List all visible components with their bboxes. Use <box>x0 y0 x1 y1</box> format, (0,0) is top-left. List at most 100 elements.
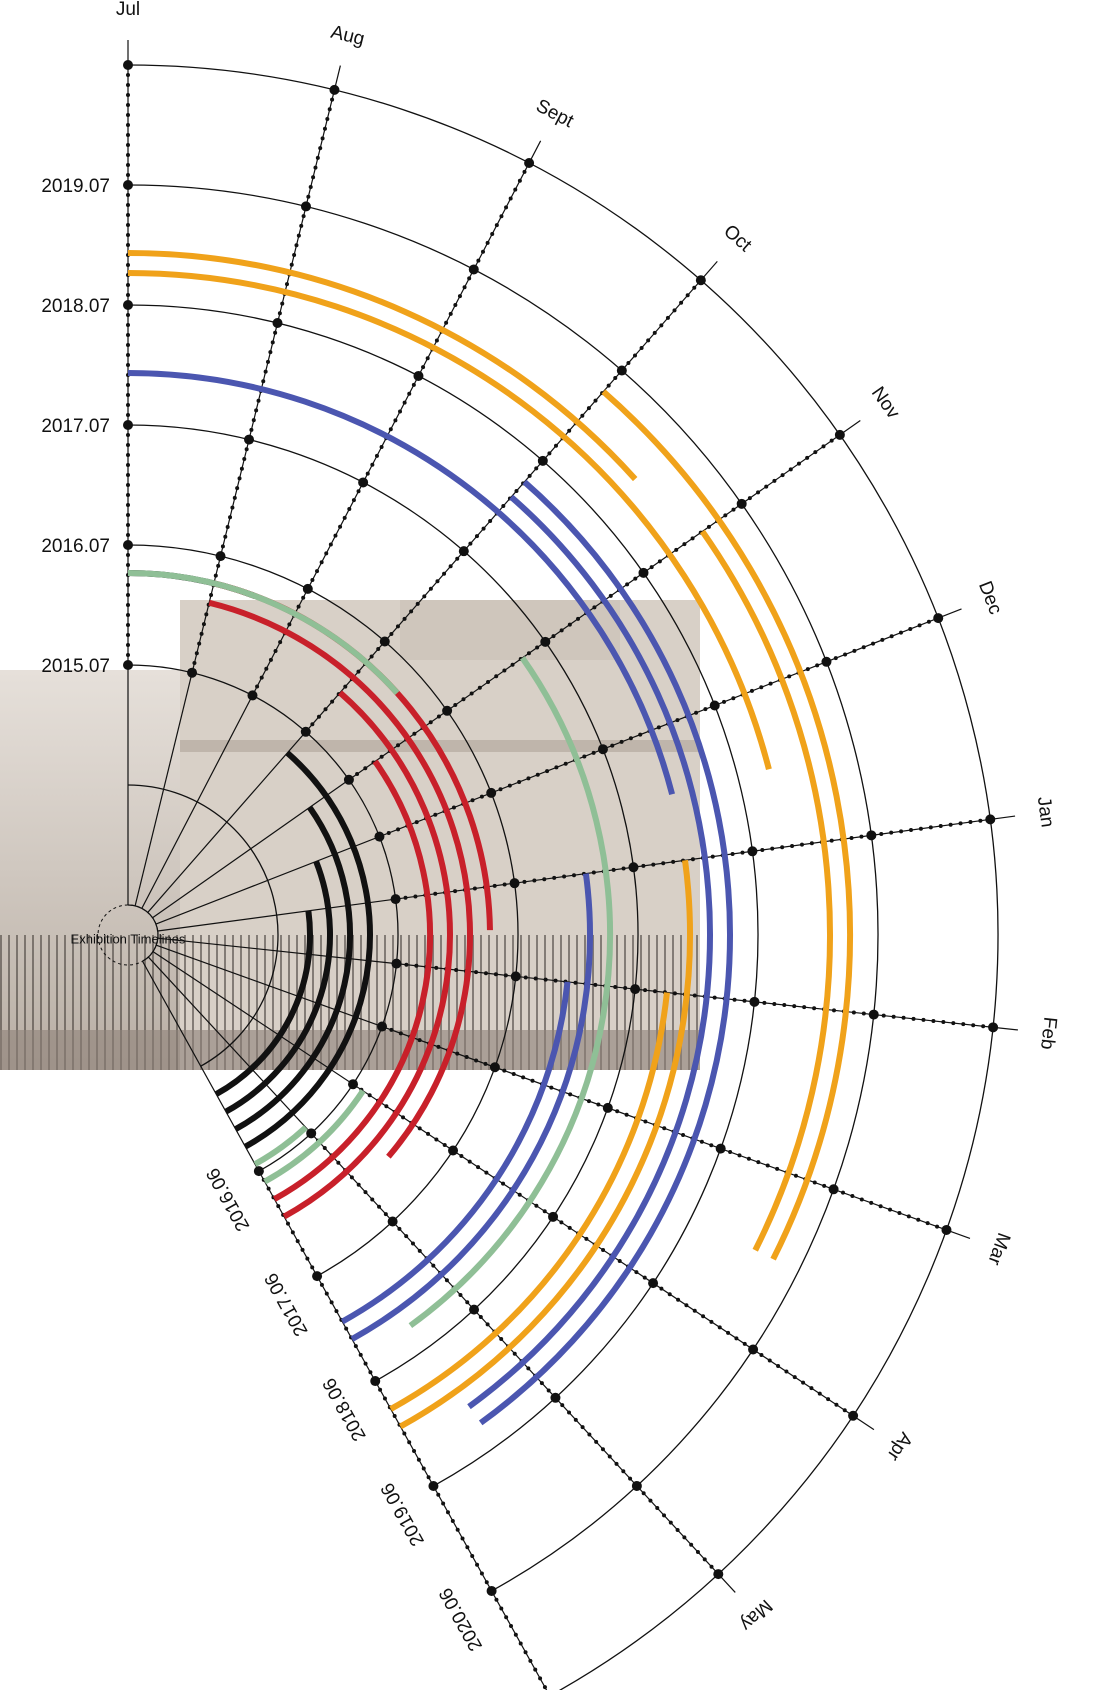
month-tick-dot <box>457 294 462 299</box>
month-tick-dot <box>486 680 491 685</box>
month-tick-dot <box>606 383 611 388</box>
month-tick-dot <box>382 639 387 644</box>
month-tick-dot <box>294 243 299 248</box>
month-tick-dot <box>414 820 419 825</box>
month-tick-dot <box>485 240 490 245</box>
month-tick-dot <box>628 736 633 741</box>
month-tick-dot <box>315 569 320 574</box>
month-tick-dot <box>731 696 736 701</box>
month-tick-dot <box>535 772 540 777</box>
month-tick-dot <box>626 361 631 366</box>
month-tick-dot <box>433 891 438 896</box>
month-tick-dot <box>504 1615 509 1620</box>
month-tick-dot <box>295 1239 300 1244</box>
month-tick-dot <box>850 1194 855 1199</box>
month-tick-dot <box>126 73 130 77</box>
month-tick-dot <box>394 961 399 966</box>
month-tick-dot <box>749 688 754 693</box>
month-tick-dot <box>310 722 315 727</box>
month-tick-dot <box>126 283 130 287</box>
month-tick-dot <box>277 311 282 316</box>
month-tick-dot <box>533 976 538 981</box>
month-tick-dot <box>412 1449 417 1454</box>
month-tick-dot <box>479 794 484 799</box>
month-tick-dot <box>642 1275 647 1280</box>
month-tick-dot <box>126 353 130 357</box>
month-tick-dot <box>190 670 195 675</box>
month-tick-dot <box>422 594 427 599</box>
month-tick-dot <box>379 444 384 449</box>
month-tick-dot <box>278 640 283 645</box>
month-tick-dot <box>342 515 347 520</box>
month-tick-dot <box>444 1278 449 1283</box>
month-tick-dot <box>861 645 866 650</box>
end-year-label: 2017.06 <box>261 1269 313 1339</box>
month-tick-dot <box>968 820 973 825</box>
month-tick-dot <box>610 743 615 748</box>
month-tick-dot <box>762 1000 767 1005</box>
month-tick-dot <box>528 1658 533 1663</box>
month-tick-dot <box>871 641 876 646</box>
exhibition-arc-blue <box>127 370 676 796</box>
month-tick-dot <box>559 1220 564 1225</box>
month-spoke <box>142 960 550 1695</box>
month-tick-dot <box>812 1180 817 1185</box>
month-tick-dot <box>662 1126 667 1131</box>
month-tick-dot <box>126 503 130 507</box>
month-tick-dot <box>685 293 690 298</box>
month-tick-dot <box>494 674 499 679</box>
month-tick-dot <box>306 194 311 199</box>
month-tick-dot <box>285 1221 290 1226</box>
start-year-label: 2016.07 <box>41 536 110 557</box>
month-tick-dot <box>377 1204 382 1209</box>
month-tick-dot <box>780 473 785 478</box>
month-tick-dot <box>958 821 963 826</box>
month-tick-dot <box>455 1051 460 1056</box>
month-tick-dot <box>225 524 230 529</box>
month-tick-dot <box>414 963 419 968</box>
month-tick-dot <box>270 340 275 345</box>
month-tick-dot <box>126 593 130 597</box>
month-tick-dot <box>365 471 370 476</box>
month-label-may: May <box>735 1595 776 1635</box>
month-tick-dot <box>247 437 252 442</box>
month-tick-dot <box>513 974 518 979</box>
month-tick-dot <box>978 818 983 823</box>
month-tick-dot <box>126 633 130 637</box>
month-tick-dot <box>299 223 304 228</box>
month-tick-dot <box>628 1476 633 1481</box>
month-tick-dot <box>790 843 795 848</box>
month-tick-dot <box>448 311 453 316</box>
month-tick-dot <box>235 486 240 491</box>
month-label-apr: Apr <box>882 1428 916 1465</box>
month-tick-dot <box>709 1319 714 1324</box>
month-tick-dot <box>692 285 697 290</box>
month-tick-dot <box>426 1475 431 1480</box>
exhibition-arcs <box>127 250 853 1430</box>
month-tick-dot <box>453 302 458 307</box>
month-tick-dot <box>842 1408 847 1413</box>
month-tick-dot <box>679 300 684 305</box>
month-tick-dot <box>888 1207 893 1212</box>
building-photo-background <box>0 600 700 1070</box>
month-tick-dot <box>315 155 320 160</box>
month-tick-dot <box>499 1606 504 1611</box>
month-tick-dot <box>706 524 711 529</box>
start-year-label: 2017.07 <box>41 416 110 437</box>
month-tick-dot <box>731 507 736 512</box>
month-tick-dot <box>796 461 801 466</box>
month-tick-dot <box>742 1341 747 1346</box>
month-tick-dot <box>633 353 638 358</box>
month-tick-dot <box>266 359 271 364</box>
month-tick-dot <box>641 1491 646 1496</box>
month-tick-dot <box>363 766 368 771</box>
month-tick-dot <box>792 1004 797 1009</box>
month-tick-dot <box>318 146 323 151</box>
month-tick-dot <box>539 1381 544 1386</box>
month-tick-dot <box>467 1159 472 1164</box>
month-tick-dot <box>126 113 130 117</box>
month-tick-dot <box>521 1075 526 1080</box>
month-tick-dot <box>384 1104 389 1109</box>
month-tick-dot <box>483 1061 488 1066</box>
month-tick-dot <box>474 970 479 975</box>
